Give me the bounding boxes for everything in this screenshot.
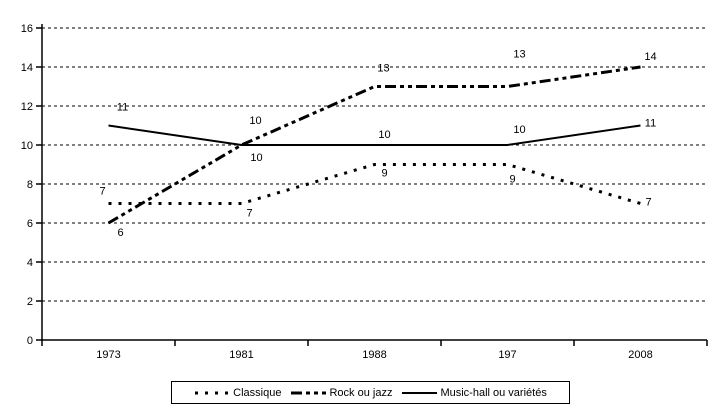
point-label: 9 (509, 174, 515, 186)
series-line-solid (108, 124, 641, 146)
point-label: 10 (249, 115, 261, 127)
dotted-line-sample-icon (195, 391, 231, 394)
solid-line-sample-icon (402, 391, 438, 394)
y-tick-label: 4 (27, 257, 33, 269)
point-label: 10 (378, 129, 390, 141)
point-label: 7 (645, 197, 651, 209)
y-tick-label: 12 (21, 101, 33, 113)
point-label: 14 (644, 51, 656, 63)
point-label: 7 (99, 186, 105, 198)
y-tick-label: 6 (27, 218, 33, 230)
series-line-dotted (108, 163, 641, 205)
point-label: 11 (645, 118, 656, 130)
y-tick-label: 8 (27, 179, 33, 191)
y-tick-label: 2 (27, 296, 33, 308)
legend: Classique Rock ou jazz Music-hall ou var… (171, 381, 570, 404)
plot-area: 0 2 4 6 8 10 12 14 16 1973 1981 1988 197 2008 7 7 9 9 7 6 10… (21, 23, 708, 361)
dashdot-line-sample-icon (291, 391, 327, 394)
point-label: 6 (117, 227, 123, 239)
point-label: 11 (117, 102, 128, 114)
point-label: 10 (250, 152, 262, 164)
x-tick-label: 197 (498, 349, 516, 361)
legend-item-music-hall: Music-hall ou variétés (401, 386, 547, 399)
y-tick-label: 16 (21, 23, 33, 35)
y-tick-label: 14 (21, 62, 33, 74)
legend-label-music-hall: Music-hall ou variétés (440, 386, 547, 399)
point-label: 7 (246, 208, 252, 220)
x-tick-label: 1981 (229, 349, 253, 361)
y-tick-label: 0 (27, 335, 33, 347)
x-tick-label: 1988 (362, 349, 386, 361)
point-label: 13 (513, 49, 525, 61)
x-tick-label: 2008 (628, 349, 652, 361)
point-label: 13 (377, 63, 389, 75)
legend-item-rock-ou-jazz: Rock ou jazz (290, 387, 392, 399)
y-tick-label: 10 (21, 140, 33, 152)
point-label: 9 (381, 168, 387, 180)
legend-label-classique: Classique (233, 386, 282, 399)
legend-label-rock-ou-jazz: Rock ou jazz (329, 386, 393, 399)
x-tick-label: 1973 (96, 349, 120, 361)
series-line-dashdot (107, 65, 641, 225)
point-label: 10 (513, 124, 525, 136)
legend-item-classique: Classique (194, 387, 281, 399)
